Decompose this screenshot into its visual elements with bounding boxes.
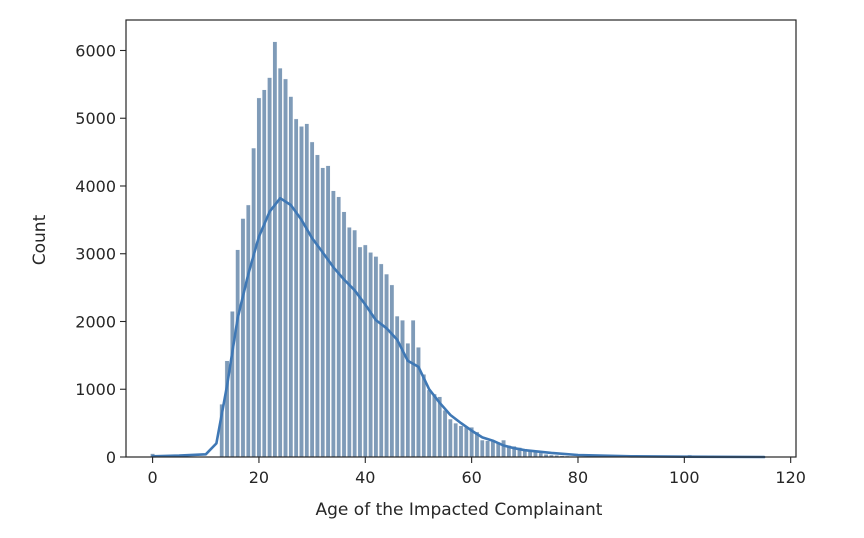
histogram-bar (426, 389, 432, 458)
histogram-bar (299, 126, 304, 458)
histogram-bar (293, 118, 299, 458)
y-tick-label: 5000 (75, 109, 116, 128)
histogram-bar (352, 229, 357, 458)
plot-frame (125, 19, 797, 458)
histogram-bar (288, 96, 294, 458)
histogram-bar (410, 319, 416, 458)
histogram-bar (453, 422, 459, 458)
histogram-bar (442, 410, 448, 458)
histogram-bar (336, 196, 342, 458)
histogram-bar (235, 249, 240, 458)
kde-line (151, 196, 766, 459)
histogram-bar (538, 452, 544, 458)
histogram-bars (150, 41, 767, 458)
histogram-bar (230, 311, 235, 458)
histogram-bar (325, 165, 331, 458)
histogram-bar (378, 263, 384, 458)
histogram-bar (421, 374, 427, 458)
histogram-bar (304, 123, 310, 458)
histogram-bar (368, 252, 373, 458)
histogram-bar (432, 393, 437, 458)
histogram-bar (240, 218, 246, 458)
x-axis-ticks: 0 20 40 60 80 100 120 (147, 457, 806, 487)
histogram-bar (479, 439, 485, 458)
histogram-bar (256, 97, 262, 458)
y-axis-label: Count (30, 214, 50, 265)
histogram-bar (458, 425, 464, 458)
histogram-bar (389, 284, 395, 458)
histogram-bar (416, 347, 421, 458)
y-tick-label: 2000 (75, 312, 116, 331)
histogram-bar (309, 141, 315, 458)
y-tick-label: 3000 (75, 245, 116, 264)
histogram-bar (384, 273, 389, 458)
x-tick-label: 40 (355, 468, 375, 487)
histogram-bar (373, 256, 379, 458)
histogram-bar (448, 418, 453, 458)
x-tick-label: 20 (249, 468, 269, 487)
y-tick-label: 0 (106, 448, 116, 467)
x-tick-label: 120 (775, 468, 806, 487)
histogram-bar (267, 77, 272, 458)
histogram-bar (501, 439, 506, 458)
histogram-bar (331, 190, 336, 458)
x-tick-label: 100 (669, 468, 700, 487)
histogram-bar (283, 78, 288, 458)
y-tick-label: 1000 (75, 380, 116, 399)
y-tick-label: 4000 (75, 177, 116, 196)
x-tick-label: 80 (568, 468, 588, 487)
histogram-bar (320, 167, 326, 458)
histogram-bar (261, 89, 267, 458)
histogram-bar (347, 227, 352, 458)
y-tick-label: 6000 (75, 41, 116, 60)
histogram-bar (485, 440, 490, 458)
histogram-bar (357, 246, 363, 458)
histogram-bar (362, 244, 368, 458)
x-tick-label: 0 (147, 468, 157, 487)
histogram-bar (245, 204, 251, 458)
x-axis-label: Age of the Impacted Complainant (316, 500, 603, 520)
histogram-bar (463, 426, 469, 458)
histogram-bar (277, 67, 283, 458)
y-axis-ticks: 0 1000 2000 3000 4000 5000 6000 (75, 41, 126, 467)
histogram-bar (272, 41, 278, 458)
x-tick-label: 60 (461, 468, 481, 487)
histogram-bar (341, 211, 347, 458)
histogram-bar (400, 319, 405, 458)
histogram-bar (315, 154, 320, 458)
histogram-bar (251, 147, 256, 458)
histogram-bar (490, 441, 496, 458)
